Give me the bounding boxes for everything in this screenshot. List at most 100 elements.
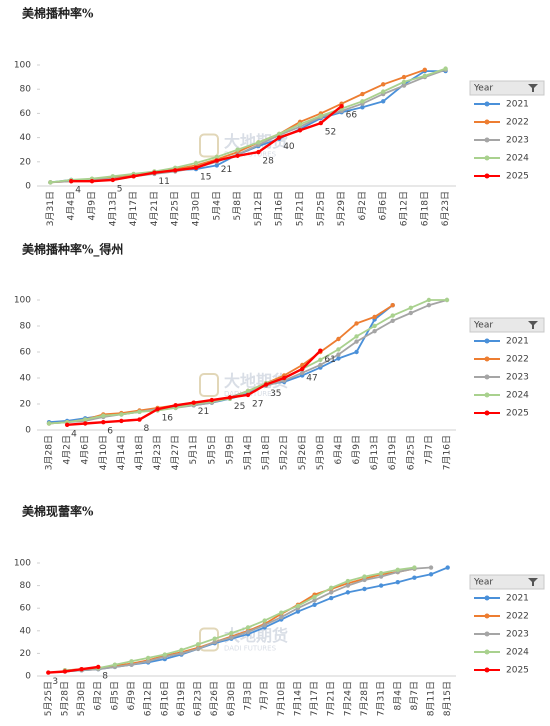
data-point — [378, 583, 384, 588]
x-tick-label: 4月30日 — [191, 191, 202, 226]
data-label: 21 — [198, 407, 209, 417]
series-line — [50, 68, 446, 184]
series-line — [48, 299, 447, 425]
x-tick-label: 6月4日 — [333, 435, 344, 464]
data-point — [300, 362, 305, 368]
data-point — [318, 113, 323, 119]
x-tick-label: 4月17日 — [128, 191, 139, 226]
data-point — [300, 370, 305, 375]
series-line — [50, 67, 446, 184]
data-point — [48, 180, 53, 185]
data-point — [193, 165, 199, 171]
data-point — [209, 397, 215, 403]
data-point — [145, 655, 151, 661]
x-tick-label: 6月5日 — [109, 681, 120, 710]
series-line — [48, 304, 394, 424]
data-point — [426, 303, 432, 308]
data-point — [279, 615, 284, 620]
watermark-logo — [199, 627, 219, 652]
data-point — [83, 417, 88, 422]
data-label: 16 — [162, 414, 174, 424]
series-line — [50, 68, 426, 184]
data-point — [318, 120, 323, 126]
legend-label: 2024 — [506, 648, 529, 658]
data-point — [245, 392, 251, 398]
legend-label: 2023 — [506, 373, 529, 383]
x-tick-label: 7月7日 — [423, 435, 434, 464]
chart-title: 美棉现蕾率% — [22, 504, 94, 519]
data-point — [79, 667, 84, 672]
y-tick-label: 0 — [25, 426, 31, 436]
data-point — [395, 580, 400, 585]
legend-marker — [484, 137, 490, 143]
data-point — [295, 609, 301, 614]
data-point — [362, 577, 367, 583]
x-tick-label: 4月21日 — [149, 191, 160, 226]
x-tick-label: 6月19日 — [387, 435, 398, 470]
legend-marker — [484, 101, 490, 107]
x-tick-label: 6月9日 — [351, 435, 362, 464]
data-point — [129, 662, 134, 667]
data-point — [295, 603, 301, 609]
watermark-logo — [199, 373, 219, 397]
x-tick-label: 8月11日 — [426, 681, 437, 716]
data-point — [235, 147, 240, 152]
data-point — [137, 409, 142, 414]
x-tick-label: 7月17日 — [309, 681, 320, 716]
watermark-sub: DADI FUTURES — [224, 645, 277, 653]
legend-header — [469, 574, 545, 590]
legend-marker — [484, 392, 490, 398]
data-point — [262, 622, 267, 628]
legend-marker — [484, 410, 490, 416]
data-point — [101, 420, 106, 425]
legend-label: 2024 — [506, 154, 529, 164]
series-line — [64, 566, 415, 672]
x-tick-label: 6月26日 — [209, 681, 220, 716]
data-label: 3 — [52, 677, 58, 687]
data-label: 4 — [71, 429, 77, 439]
series-line — [50, 70, 446, 184]
x-tick-label: 5月4日 — [211, 191, 222, 220]
data-point — [362, 586, 367, 592]
x-tick-label: 4月4日 — [66, 191, 77, 220]
data-point — [345, 583, 351, 588]
data-point — [318, 362, 323, 368]
data-label: 8 — [102, 671, 108, 681]
x-tick-label: 7月21日 — [326, 681, 337, 716]
series-line — [64, 566, 449, 673]
y-tick-label: 0 — [25, 672, 31, 682]
x-tick-label: 5月8日 — [232, 191, 243, 220]
data-point — [64, 422, 70, 427]
x-tick-label: 8月4日 — [392, 681, 403, 710]
legend-header — [469, 317, 545, 333]
data-point — [195, 642, 201, 647]
data-point — [360, 99, 365, 104]
y-tick-label: 80 — [20, 85, 32, 95]
x-tick-label: 6月13日 — [369, 435, 380, 470]
data-point — [46, 670, 51, 675]
data-point — [229, 635, 234, 640]
x-tick-label: 5月21日 — [295, 191, 306, 226]
watermark: 大地期货 — [224, 372, 288, 391]
data-label: 40 — [283, 142, 295, 152]
y-tick-label: 60 — [20, 348, 32, 358]
data-point — [256, 140, 261, 145]
legend-marker — [484, 356, 490, 362]
data-point — [354, 339, 359, 344]
data-label: 47 — [306, 373, 317, 383]
data-point — [300, 366, 305, 372]
y-tick-label: 20 — [20, 157, 32, 167]
data-point — [336, 336, 341, 342]
watermark-logo — [199, 133, 219, 158]
data-point — [263, 382, 269, 387]
data-point — [444, 297, 450, 303]
legend-marker — [484, 173, 490, 179]
x-tick-label: 6月30日 — [226, 681, 237, 716]
legend-marker — [484, 667, 490, 673]
data-point — [390, 303, 395, 308]
legend-header — [469, 80, 545, 96]
data-label: 21 — [221, 165, 232, 175]
data-point — [372, 329, 377, 334]
